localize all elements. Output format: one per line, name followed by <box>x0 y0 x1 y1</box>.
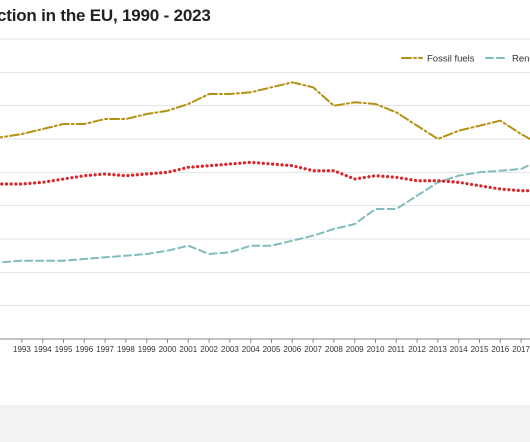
x-tick-label: 1997 <box>96 345 114 354</box>
x-tick-label: 1994 <box>34 345 52 354</box>
x-tick-label: 2017 <box>512 345 530 354</box>
x-tick-label: 1998 <box>117 345 135 354</box>
series-line-fossil-fuels <box>0 81 530 141</box>
x-tick-label: 2015 <box>471 345 489 354</box>
x-tick-label: 1996 <box>75 345 93 354</box>
x-tick-label: 2008 <box>325 345 343 354</box>
x-tick-label: 2005 <box>263 345 281 354</box>
x-tick-label: 1993 <box>13 345 31 354</box>
series-line-rene <box>0 163 530 264</box>
x-tick-label: 1995 <box>55 345 73 354</box>
x-tick-label: 2007 <box>304 345 322 354</box>
x-tick-label: 2004 <box>242 345 260 354</box>
footer-band <box>0 405 530 442</box>
x-tick-label: 2012 <box>408 345 426 354</box>
x-tick-label: 2016 <box>491 345 509 354</box>
x-tick-label: 2011 <box>388 345 406 354</box>
legend-label: Fossil fuels <box>427 54 475 65</box>
legend-label: Rene <box>512 54 530 65</box>
x-tick-label: 2000 <box>159 345 177 354</box>
x-tick-label: 2014 <box>450 345 468 354</box>
x-tick-label: 2002 <box>200 345 218 354</box>
x-tick-label: 2001 <box>179 345 197 354</box>
chart-title: ction in the EU, 1990 - 2023 <box>0 6 211 25</box>
x-tick-label: 2009 <box>346 345 364 354</box>
x-tick-label: 1999 <box>138 345 156 354</box>
x-tick-label: 2003 <box>221 345 239 354</box>
x-tick-label: 2010 <box>367 345 385 354</box>
x-tick-label: 2013 <box>429 345 447 354</box>
x-tick-label: 2006 <box>283 345 301 354</box>
series-line-series-3 <box>0 160 530 193</box>
